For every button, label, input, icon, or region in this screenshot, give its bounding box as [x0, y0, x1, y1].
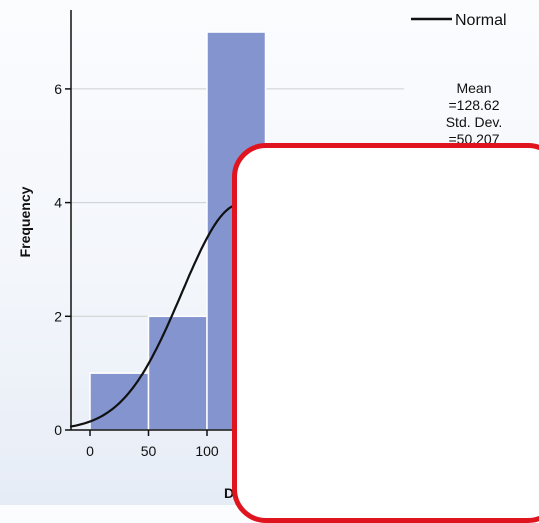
stats-box: Mean =128.62 Std. Dev. =50.207 — [446, 80, 503, 147]
axes: 0 2 4 6 0 50 100 — [54, 10, 404, 459]
y-tick-label: 0 — [54, 422, 62, 438]
y-axis-title: Frequency — [17, 186, 33, 257]
y-tick-label: 4 — [54, 195, 62, 211]
y-tick-label: 2 — [54, 308, 62, 324]
stats-mean-value: =128.62 — [449, 97, 500, 113]
redaction-overlay — [232, 143, 539, 523]
y-tick-label: 6 — [54, 81, 62, 97]
legend-label: Normal — [455, 12, 507, 29]
x-tick-label: 100 — [195, 443, 219, 459]
stats-sd-label: Std. Dev. — [446, 114, 503, 130]
x-tick-label: 0 — [86, 443, 94, 459]
stats-mean-label: Mean — [456, 80, 491, 96]
histogram-bar — [147, 315, 208, 431]
histogram-bar — [89, 372, 150, 431]
legend: Normal — [411, 12, 507, 29]
x-tick-label: 50 — [141, 443, 157, 459]
